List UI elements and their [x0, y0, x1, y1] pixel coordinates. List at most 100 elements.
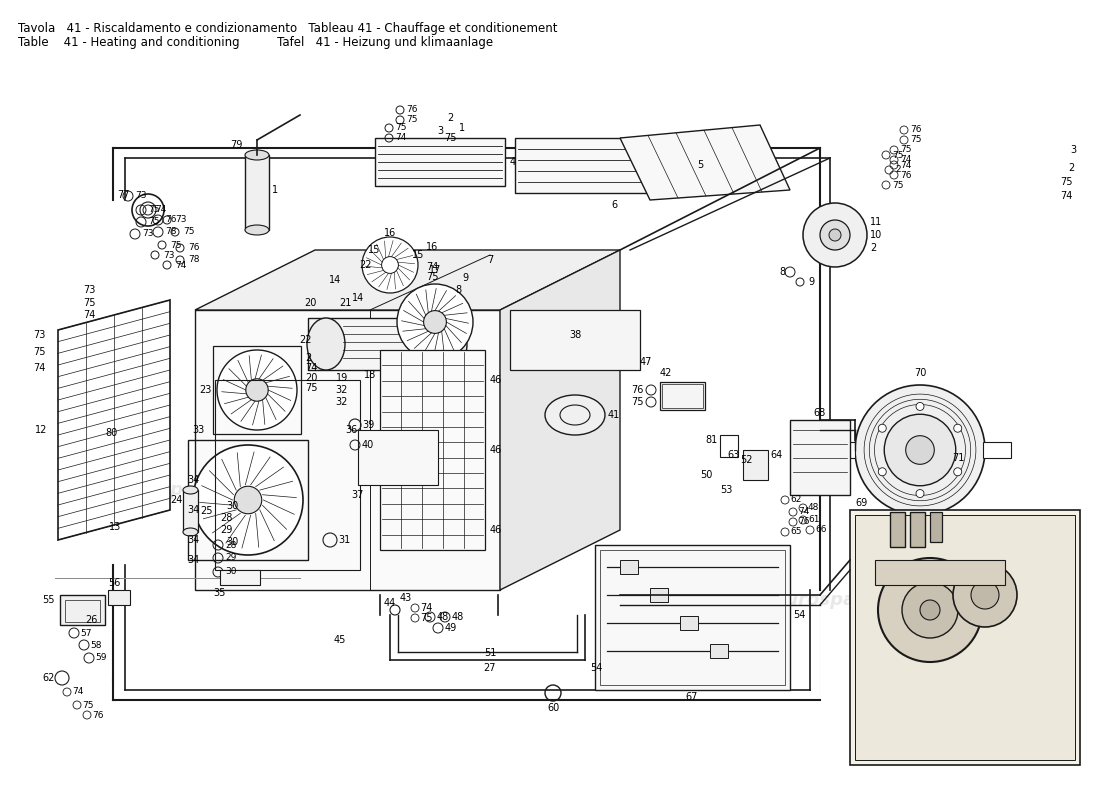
Circle shape: [245, 379, 268, 402]
Text: 47: 47: [640, 357, 652, 367]
Text: 44: 44: [384, 598, 396, 608]
Text: 49: 49: [446, 623, 458, 633]
Text: eurospares: eurospares: [773, 591, 887, 609]
Text: 75: 75: [426, 272, 438, 282]
Circle shape: [884, 414, 956, 486]
Text: 27: 27: [484, 663, 496, 673]
Text: 32: 32: [336, 385, 349, 395]
Text: 74: 74: [1060, 191, 1072, 201]
Bar: [188, 440, 308, 560]
Text: Table    41 - Heating and conditioning          Tafel   41 - Heizung und klimaan: Table 41 - Heating and conditioning Tafe…: [18, 36, 493, 49]
Text: 74: 74: [798, 507, 810, 517]
Text: 29: 29: [220, 525, 232, 535]
Text: 75: 75: [33, 347, 46, 357]
Text: 41: 41: [608, 410, 620, 420]
Circle shape: [954, 424, 961, 432]
Circle shape: [362, 237, 418, 293]
Text: 73: 73: [163, 250, 175, 259]
Text: eurospares: eurospares: [424, 456, 537, 474]
Text: 1: 1: [459, 123, 465, 133]
Text: 34: 34: [188, 475, 200, 485]
Polygon shape: [195, 310, 500, 590]
Text: 75: 75: [183, 227, 195, 237]
Ellipse shape: [544, 395, 605, 435]
Text: 61: 61: [808, 515, 820, 525]
Bar: [662, 384, 703, 408]
Text: 67: 67: [685, 692, 698, 702]
Bar: [790, 420, 850, 495]
Bar: [710, 644, 728, 658]
Text: 28: 28: [226, 541, 236, 550]
Text: 75: 75: [1060, 177, 1072, 187]
Text: 20: 20: [305, 373, 318, 383]
Text: 36: 36: [345, 425, 358, 435]
Text: 43: 43: [400, 593, 412, 603]
Text: 30: 30: [226, 501, 239, 511]
Circle shape: [820, 220, 850, 250]
Text: 34: 34: [188, 555, 200, 565]
Bar: [515, 138, 654, 193]
Text: 23: 23: [199, 385, 212, 395]
Text: 22: 22: [359, 260, 372, 270]
Text: eurospares: eurospares: [113, 481, 227, 499]
Text: 74: 74: [34, 363, 46, 373]
Text: 71: 71: [952, 453, 965, 463]
Text: 6: 6: [612, 200, 618, 210]
Text: 74: 74: [305, 363, 318, 373]
Text: 75: 75: [395, 123, 407, 133]
Text: 5: 5: [697, 160, 703, 170]
Text: 75: 75: [148, 206, 159, 214]
Text: 75: 75: [82, 701, 94, 710]
Text: 75: 75: [900, 146, 912, 154]
Bar: [379, 350, 485, 550]
Text: 75: 75: [443, 133, 456, 143]
Text: 60: 60: [547, 703, 559, 713]
Bar: [214, 380, 360, 570]
Text: 68: 68: [814, 408, 826, 418]
Text: 45: 45: [333, 635, 346, 645]
Circle shape: [878, 424, 887, 432]
Text: 1: 1: [272, 185, 278, 195]
Text: 2: 2: [1068, 163, 1075, 173]
Text: 35: 35: [213, 588, 227, 598]
Text: 59: 59: [95, 654, 107, 662]
Circle shape: [803, 203, 867, 267]
Bar: [213, 346, 301, 434]
Text: 76: 76: [406, 106, 418, 114]
Bar: [60, 595, 104, 625]
Text: 75: 75: [84, 298, 96, 308]
Text: 80: 80: [106, 428, 118, 438]
Text: 20: 20: [304, 298, 316, 308]
Text: 73: 73: [84, 285, 96, 295]
Text: 74: 74: [155, 206, 166, 214]
Text: 3: 3: [1070, 145, 1076, 155]
Text: 64: 64: [770, 450, 782, 460]
Text: 29: 29: [226, 554, 236, 562]
Text: 75: 75: [305, 383, 318, 393]
Bar: [595, 545, 790, 690]
Bar: [680, 616, 698, 630]
Text: 73: 73: [175, 215, 187, 225]
Text: 2: 2: [895, 166, 901, 174]
Text: 15: 15: [367, 245, 380, 255]
Text: Tavola   41 - Riscaldamento e condizionamento   Tableau 41 - Chauffage et condit: Tavola 41 - Riscaldamento e condizioname…: [18, 22, 558, 35]
Text: 31: 31: [338, 535, 350, 545]
Text: 74: 74: [84, 310, 96, 320]
Ellipse shape: [245, 225, 270, 235]
Bar: [660, 382, 705, 410]
Text: 75: 75: [910, 135, 922, 145]
Bar: [358, 430, 438, 485]
Text: 76: 76: [900, 170, 912, 179]
Circle shape: [878, 468, 887, 476]
Text: 70: 70: [914, 368, 926, 378]
Text: 46: 46: [490, 375, 503, 385]
Text: 57: 57: [80, 629, 91, 638]
Text: 74: 74: [395, 134, 406, 142]
Text: 48: 48: [437, 612, 449, 622]
Bar: [850, 510, 1080, 765]
Text: eurospares: eurospares: [644, 176, 757, 194]
Text: 76: 76: [165, 215, 176, 225]
Bar: [510, 310, 640, 370]
Text: 54: 54: [793, 610, 805, 620]
Text: 74: 74: [900, 155, 912, 165]
